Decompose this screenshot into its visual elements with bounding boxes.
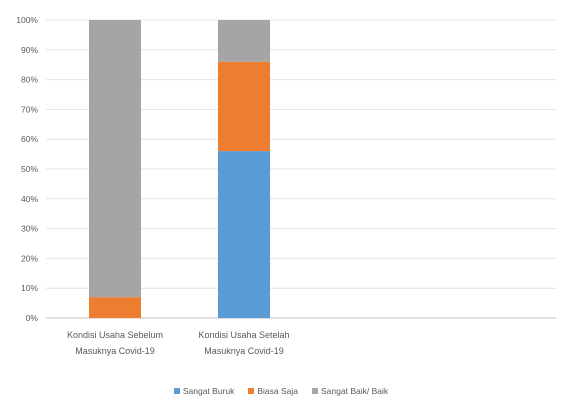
- y-tick-label: 30%: [21, 224, 38, 234]
- x-category-label: Kondisi Usaha Setelah Masuknya Covid-19: [198, 330, 289, 356]
- bars: [89, 20, 270, 318]
- legend-item: Biasa Saja: [248, 386, 298, 396]
- bar-segment: [218, 20, 270, 62]
- legend-swatch: [173, 388, 180, 394]
- bar-segment: [218, 61, 270, 152]
- legend-label: Sangat Baik/ Baik: [321, 386, 389, 396]
- legend-label: Sangat Buruk: [182, 386, 235, 396]
- y-tick-label: 0%: [26, 313, 39, 323]
- chart-area: 0% 10% 20% 30% 40% 50% 60% 70% 80% 90% 100% Kondis…: [16, 15, 556, 356]
- legend-label: Biasa Saja: [257, 386, 299, 396]
- x-axis-labels: Kondisi Usaha Sebelum Masuknya Covid-19 Ko…: [67, 330, 290, 356]
- legend-swatch: [312, 388, 319, 394]
- y-tick-label: 70%: [21, 104, 38, 114]
- x-category-label: Kondisi Usaha Sebelum Masuknya Covid-19: [67, 330, 163, 356]
- legend: Sangat Buruk Biasa Saja Sangat Baik/ Baik: [0, 386, 562, 396]
- legend-item: Sangat Baik/ Baik: [312, 386, 388, 396]
- y-tick-label: 40%: [21, 194, 38, 204]
- y-tick-label: 60%: [21, 134, 38, 144]
- legend-item: Sangat Buruk: [173, 386, 235, 396]
- legend-swatch: [248, 388, 255, 394]
- bar-segment: [89, 297, 141, 318]
- y-tick-label: 50%: [21, 164, 38, 174]
- y-tick-label: 20%: [21, 253, 38, 263]
- y-tick-label: 80%: [21, 75, 38, 85]
- y-tick-label: 90%: [21, 45, 38, 55]
- stacked-bar-chart: 0% 10% 20% 30% 40% 50% 60% 70% 80% 90% 100% Kondis…: [16, 15, 556, 356]
- y-tick-label: 10%: [21, 283, 38, 293]
- y-axis-ticks: 0% 10% 20% 30% 40% 50% 60% 70% 80% 90% 100%: [16, 15, 38, 323]
- bar-segment: [89, 20, 141, 298]
- bar-segment: [218, 151, 270, 318]
- y-tick-label: 100%: [16, 15, 38, 25]
